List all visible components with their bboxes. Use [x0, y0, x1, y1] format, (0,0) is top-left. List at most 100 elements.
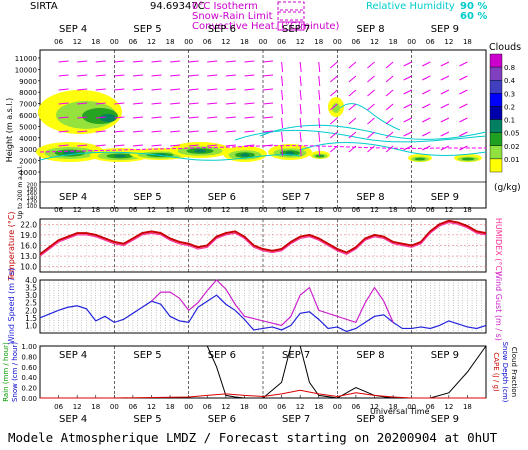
wind-arrow	[132, 130, 143, 133]
height-ytick: 1000	[19, 169, 37, 177]
bottom-hour-tick: 12	[73, 403, 82, 411]
height-ytick-low: 200	[27, 183, 38, 189]
wind-arrow	[170, 130, 181, 133]
mid-hour-tick: 00	[110, 206, 119, 214]
wind-arrow	[459, 89, 468, 95]
wind-arrow	[244, 116, 255, 119]
mid-hour-tick: 18	[314, 206, 323, 214]
bottom-day-label: SEP 4	[59, 414, 87, 425]
mid-hour-tick: 12	[370, 206, 379, 214]
mid-hour-tick: 12	[73, 206, 82, 214]
wind-arrow	[459, 103, 468, 109]
rh-level-90: 90 %	[460, 1, 487, 12]
mid-hour-tick: 00	[259, 206, 268, 214]
wind-arrow	[318, 61, 321, 73]
top-hour-tick: 06	[128, 38, 137, 46]
wind-arrow	[403, 103, 412, 109]
top-hour-tick: 06	[426, 38, 435, 46]
bottom-hour-tick: 00	[407, 403, 416, 411]
wind-arrow	[440, 89, 450, 95]
wind-arrow	[132, 102, 143, 105]
wind-arrow	[318, 75, 321, 87]
wind-arrow	[385, 117, 394, 125]
mid-hour-tick: 18	[240, 206, 249, 214]
top-hour-tick: 12	[296, 38, 305, 46]
wind-arrow	[348, 131, 357, 139]
wind-arrow	[318, 145, 321, 157]
temp-ytick: 10.0	[20, 263, 37, 272]
precip-xlabel: Universal Time	[370, 407, 430, 416]
wind-arrow	[95, 60, 106, 63]
snow-ylabel: Snow (cm / hour)	[11, 342, 19, 402]
wind-arrow	[440, 61, 450, 67]
wind-arrow	[348, 117, 357, 125]
top-hour-tick: 06	[351, 38, 360, 46]
wind-arrow	[207, 60, 218, 63]
wind-arrow	[348, 61, 357, 69]
wind-ytick: 1.5	[25, 314, 37, 323]
top-hour-tick: 00	[184, 38, 193, 46]
wind-ytick: 2.0	[25, 306, 37, 315]
bottom-day-label: SEP 7	[282, 414, 310, 425]
wind-arrow	[459, 117, 468, 123]
top-hour-tick: 00	[407, 38, 416, 46]
wind-arrow	[330, 131, 338, 139]
top-hour-tick: 12	[147, 38, 156, 46]
wind-arrow	[207, 144, 218, 147]
top-hour-tick: 00	[110, 38, 119, 46]
mid-day-label: SEP 9	[431, 192, 459, 203]
wind-arrow	[95, 102, 106, 105]
wind-arrow	[422, 131, 431, 137]
mid-hour-tick: 18	[463, 206, 472, 214]
wind-arrow	[262, 116, 274, 119]
wind-arrow	[244, 74, 255, 77]
top-hour-tick: 18	[240, 38, 249, 46]
rain-ylabel: Rain (mm / hour)	[2, 342, 10, 402]
wind-arrow	[244, 144, 255, 147]
bottom-hour-tick: 06	[128, 403, 137, 411]
precip-day-label: SEP 8	[356, 350, 384, 361]
header-legend-swatches	[277, 1, 305, 31]
wind-arrow	[151, 74, 162, 77]
precip-day-label: SEP 4	[59, 350, 87, 361]
mid-hour-tick: 06	[351, 206, 360, 214]
precip-ytick: 0.80	[21, 353, 37, 361]
precip-day-label: SEP 6	[208, 350, 236, 361]
wind-arrow	[299, 61, 302, 73]
mid-hour-tick: 06	[426, 206, 435, 214]
cape-line	[40, 389, 486, 399]
bottom-hour-tick: 12	[147, 403, 156, 411]
cape-ylabel: CAPE (J / g)	[492, 352, 500, 392]
wind-arrow	[114, 60, 125, 63]
convective-label: Convective Heat. (°C/minute)	[192, 21, 340, 32]
rh-contour	[39, 151, 301, 161]
wind-arrow	[281, 75, 284, 87]
rh-label: Relative Humidity	[366, 1, 455, 12]
precip-ytick: 1.00	[21, 343, 37, 351]
colorbar-label: 0.4	[504, 77, 516, 85]
top-hour-tick: 18	[463, 38, 472, 46]
wind-arrow	[114, 88, 125, 91]
wind-arrow	[367, 75, 375, 83]
wind-arrow	[244, 60, 255, 63]
wind-arrow	[188, 130, 199, 133]
wind-arrow	[114, 102, 125, 105]
wind-arrow	[299, 145, 302, 157]
mid-hour-tick: 18	[389, 206, 398, 214]
temp-ytick: 22.0	[20, 220, 37, 229]
precip-ytick: 0.20	[21, 385, 37, 393]
wind-arrow	[422, 103, 431, 109]
wind-arrow	[244, 102, 255, 105]
top-day-label: SEP 4	[59, 24, 87, 35]
wind-arrow	[188, 74, 199, 77]
wind-arrow	[225, 60, 236, 63]
wind-arrow	[348, 89, 357, 97]
temp-ytick: 16.0	[20, 242, 37, 251]
bottom-hour-tick: 18	[166, 403, 175, 411]
top-hour-tick: 00	[333, 38, 342, 46]
wind-arrow	[114, 144, 125, 147]
bottom-hour-tick: 12	[370, 403, 379, 411]
wind-arrow	[422, 145, 431, 151]
wind-arrow	[77, 74, 88, 77]
wind-arrow	[58, 144, 69, 147]
